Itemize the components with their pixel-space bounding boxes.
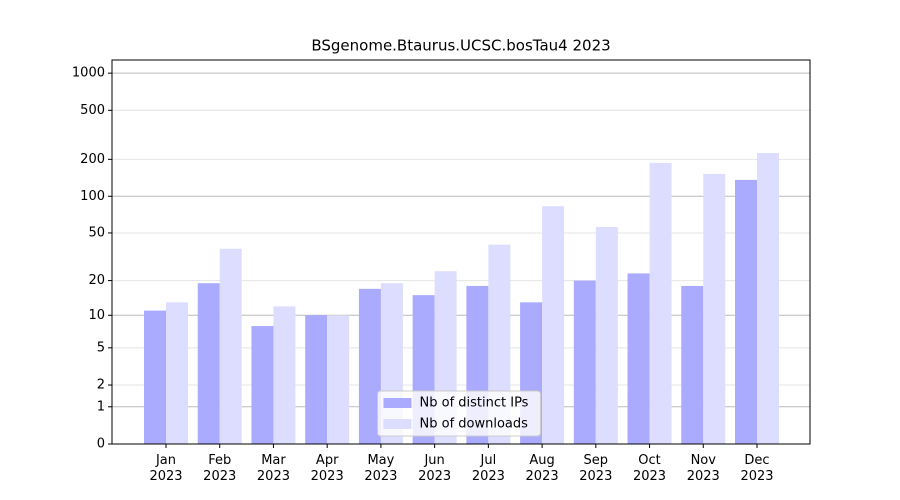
plot-frame [111,59,811,445]
x-tick-label: Jun 2023 [418,453,452,484]
y-tick-label: 100 [80,189,105,204]
x-tick-label: Jul 2023 [471,453,505,484]
bar [735,179,757,445]
bar [327,315,350,444]
x-tick-label: Aug 2023 [525,453,559,484]
y-tick-label: 500 [80,103,105,118]
x-tick-label: Mar 2023 [256,453,290,484]
y-tick-label: 5 [97,340,105,355]
y-tick-label: 50 [88,225,105,240]
bar [703,173,726,444]
bar [144,310,166,444]
bar [166,302,188,444]
y-tick-label: 1000 [72,66,105,81]
x-tick-label: Sep 2023 [579,453,613,484]
y-tick-label: 200 [80,152,105,167]
x-tick-label: Nov 2023 [686,453,720,484]
bar [757,153,779,444]
x-tick-label: Jan 2023 [149,453,183,484]
legend-swatch [383,398,412,408]
bar [542,206,565,444]
bar [649,162,672,444]
bar [197,283,220,444]
bar [681,285,704,444]
legend-label: Nb of distinct IPs [420,396,529,411]
y-tick-label: 2 [97,378,105,393]
y-tick-label: 10 [88,308,105,323]
x-tick-label: May 2023 [364,453,398,484]
x-tick-label: Oct 2023 [632,453,667,484]
x-tick-label: Dec 2023 [740,453,774,484]
legend-swatch [383,419,412,429]
bar [273,306,296,444]
bar [627,273,650,444]
bar [358,288,381,444]
y-tick-label: 20 [88,273,105,288]
bar [251,326,274,444]
legend-box [377,390,541,437]
x-tick-label: Feb 2023 [203,453,237,484]
legend-label: Nb of downloads [420,417,529,432]
y-tick-label: 1 [97,399,105,414]
bar [573,280,596,444]
bar [219,248,242,444]
y-tick-label: 0 [97,437,105,452]
bar [305,315,328,444]
x-tick-label: Apr 2023 [310,453,344,484]
chart-title: BSgenome.Btaurus.UCSC.bosTau4 2023 [311,37,610,55]
bar [595,226,618,444]
